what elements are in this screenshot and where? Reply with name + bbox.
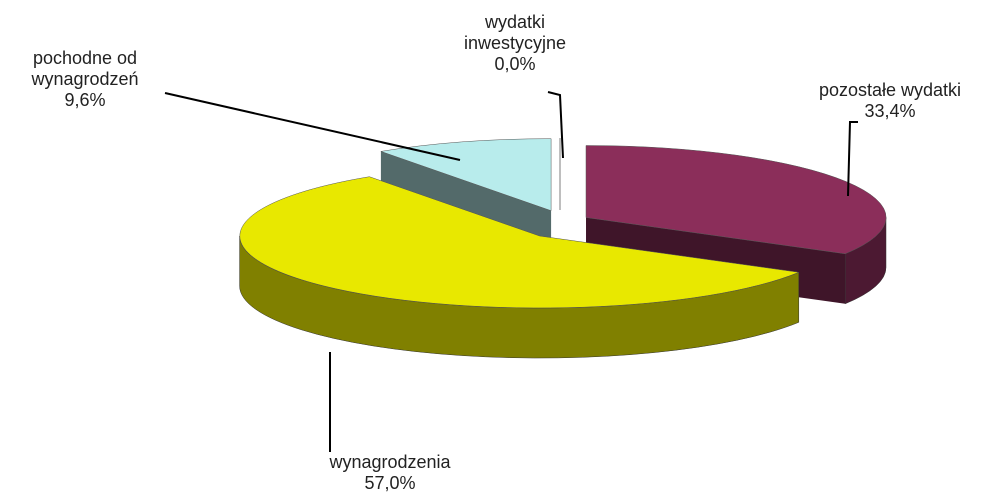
value-label: 0,0%: [494, 54, 536, 74]
value-label: 9,6%: [64, 90, 106, 110]
slice: [585, 145, 887, 255]
slice: [380, 138, 552, 212]
slice-label: pochodne od wynagrodzeń 9,6%: [0, 48, 170, 111]
leader-line: [547, 91, 564, 159]
category-label: pochodne od wynagrodzeń: [31, 48, 139, 89]
slice: [239, 176, 800, 309]
leader-line: [164, 92, 461, 161]
slice-label: pozostałe wydatki 33,4%: [790, 80, 990, 122]
category-label: wynagrodzenia: [329, 452, 451, 472]
slice-label: wynagrodzenia 57,0%: [290, 452, 490, 493]
category-label: wydatki inwestycyjne: [463, 12, 567, 53]
category-label: pozostałe wydatki: [818, 80, 962, 100]
value-label: 57,0%: [364, 473, 416, 493]
value-label: 33,4%: [864, 101, 916, 121]
slice-label: wydatki inwestycyjne 0,0%: [435, 12, 595, 75]
leader-line: [847, 121, 858, 197]
